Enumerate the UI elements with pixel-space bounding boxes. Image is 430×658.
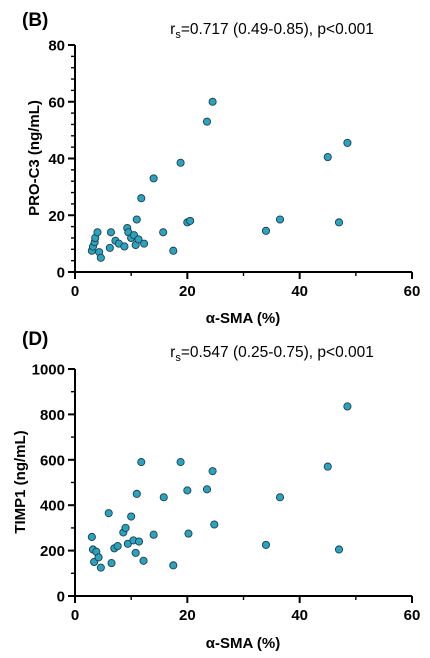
panel-d-data-point — [275, 493, 285, 502]
panel-d-y-axis-title: TIMP1 (ng/mL) — [12, 430, 29, 533]
panel-d-data-point — [159, 493, 168, 502]
panel-d-y-tick-label: 1000 — [32, 362, 65, 379]
panel-b-data-point — [275, 215, 285, 224]
panel-b: (B) rs=0.717 (0.49-0.85), p<0.001 PRO-C3… — [22, 10, 420, 327]
panel-b-data-point — [343, 138, 352, 147]
panel-d-x-tick-label: 40 — [291, 607, 308, 624]
panel-b-stat-r: r — [170, 21, 175, 38]
panel-d-data-point — [183, 486, 192, 495]
panel-d-data-point — [107, 559, 116, 568]
panel-b-data-point — [105, 243, 114, 252]
panel-d-data-point — [132, 489, 141, 498]
panel-b-data-point — [176, 158, 185, 167]
panel-d-stat: rs=0.547 (0.25-0.75), p<0.001 — [170, 344, 374, 364]
panel-d-data-point — [134, 537, 144, 546]
panel-d-data-point — [169, 561, 178, 570]
panel-d-data-point — [184, 529, 193, 538]
panel-b-data-point — [106, 228, 115, 237]
panel-b-x-axis-title: α-SMA (%) — [206, 310, 281, 327]
panel-b-data-point — [202, 117, 212, 126]
panel-b-data-point — [149, 174, 158, 183]
panel-d-data-point — [261, 540, 271, 549]
panel-b-data-point — [208, 97, 217, 106]
panel-b-data-point — [134, 235, 143, 244]
panel-b-stat: rs=0.717 (0.49-0.85), p<0.001 — [170, 21, 374, 41]
panel-d-data-point — [113, 542, 122, 551]
panel-d-data-point — [323, 462, 332, 471]
panel-b-stat-rest: =0.717 (0.49-0.85), p<0.001 — [181, 21, 374, 38]
panel-b-data-point — [120, 242, 129, 251]
panel-d-x-tick-label: 60 — [404, 607, 421, 624]
panel-d-y-tick-label: 400 — [40, 498, 65, 515]
panel-b-data-point — [323, 153, 332, 162]
panel-d-data-point — [343, 402, 352, 411]
panel-b-x-tick-label: 0 — [71, 283, 79, 300]
panel-d-data-point — [121, 523, 130, 532]
panel-d-data-point — [137, 458, 146, 467]
panel-d-data-point — [94, 553, 103, 562]
panel-b-y-tick-label: 0 — [57, 265, 65, 282]
panel-d-stat-r: r — [170, 344, 175, 361]
panel-d-x-tick-label: 20 — [179, 607, 196, 624]
panel-d-points — [87, 402, 352, 572]
panel-b-points — [87, 97, 352, 262]
panel-b-stat-sub: s — [175, 29, 181, 41]
panel-b-data-point — [96, 253, 105, 262]
panel-d-data-point — [210, 520, 219, 529]
panel-b-data-point — [132, 215, 141, 224]
panel-b-label: (B) — [22, 10, 48, 31]
panel-d-data-point — [131, 548, 140, 557]
panel-b-x-tick-label: 60 — [404, 283, 421, 300]
panel-d-y-tick-label: 800 — [40, 407, 65, 424]
panel-b-data-point — [169, 246, 178, 255]
panel-b-data-point — [140, 239, 149, 248]
panel-b-axes: 0 20 40 60 0 20 40 60 80 — [48, 38, 420, 301]
panel-d-x-tick-label: 0 — [71, 607, 79, 624]
panel-b-x-tick-label: 20 — [179, 283, 196, 300]
panel-d: (D) rs=0.547 (0.25-0.75), p<0.001 TIMP1 … — [12, 329, 420, 652]
panel-d-y-tick-label: 600 — [40, 452, 65, 469]
panel-d-x-axis-title: α-SMA (%) — [206, 635, 281, 652]
panel-b-data-point — [93, 228, 102, 237]
panel-b-x-tick-label: 40 — [291, 283, 308, 300]
panel-d-data-point — [334, 545, 344, 554]
panel-d-y-tick-label: 0 — [57, 589, 65, 606]
panel-b-y-tick-label: 40 — [48, 151, 65, 168]
panel-d-data-point — [96, 563, 105, 572]
panel-b-y-axis-title: PRO-C3 (ng/mL) — [26, 100, 43, 216]
panel-b-data-point — [159, 228, 168, 237]
panel-d-data-point — [202, 485, 212, 494]
panel-b-data-point — [334, 218, 344, 227]
panel-d-data-point — [149, 530, 158, 539]
panel-b-y-tick-label: 20 — [48, 208, 65, 225]
panel-d-stat-rest: =0.547 (0.25-0.75), p<0.001 — [181, 344, 374, 361]
panel-d-y-tick-label: 200 — [40, 543, 65, 560]
panel-d-data-point — [208, 467, 217, 476]
panel-d-label: (D) — [22, 329, 48, 350]
panel-d-data-point — [139, 556, 148, 565]
panel-d-stat-sub: s — [175, 352, 181, 364]
panel-d-data-point — [176, 458, 185, 467]
panel-d-data-point — [104, 509, 113, 518]
panel-b-y-tick-label: 60 — [48, 94, 65, 111]
panel-b-data-point — [186, 216, 195, 225]
panel-b-data-point — [261, 226, 271, 235]
panel-d-data-point — [87, 532, 96, 542]
panel-b-data-point — [137, 194, 146, 203]
panel-b-y-tick-label: 80 — [48, 38, 65, 55]
panel-d-data-point — [127, 512, 136, 521]
